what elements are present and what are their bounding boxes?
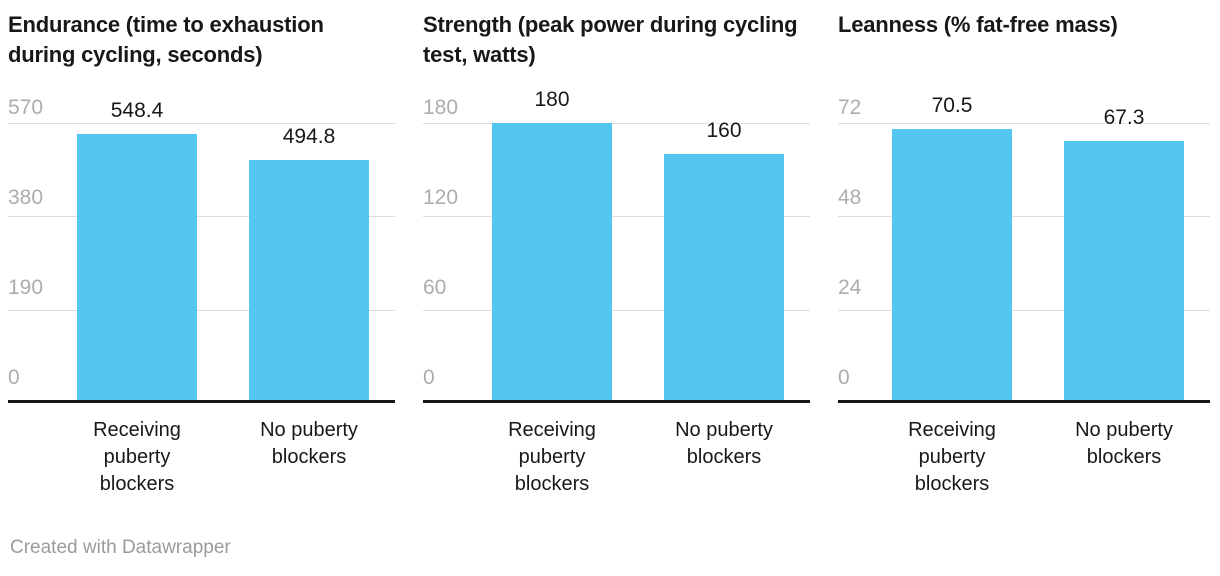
x-category: Receiving puberty blockers xyxy=(466,417,638,498)
y-tick-label: 120 xyxy=(423,186,459,209)
chart-plot-area: 180 120 60 0 180 160 xyxy=(423,88,810,403)
bar-value-label: 67.3 xyxy=(1103,106,1145,130)
x-category: Receiving puberty blockers xyxy=(866,417,1038,498)
x-category: Receiving puberty blockers xyxy=(51,417,223,498)
y-gridline xyxy=(423,310,810,311)
y-tick-label: 60 xyxy=(423,276,447,299)
bar-band: 160 xyxy=(638,119,810,400)
y-gridline xyxy=(423,123,810,124)
chart-plot-area: 570 380 190 0 548.4 494.8 xyxy=(8,97,395,403)
x-axis-labels: Receiving puberty blockers No puberty bl… xyxy=(838,417,1210,498)
y-tick-label: 380 xyxy=(8,186,44,209)
bar-band: 494.8 xyxy=(223,123,395,400)
y-tick-label: 0 xyxy=(8,366,20,389)
x-category-label: Receiving puberty blockers xyxy=(93,419,181,495)
bar-value-label: 494.8 xyxy=(282,124,336,148)
y-tick-label: 190 xyxy=(8,276,44,299)
chart-panel-endurance: Endurance (time to exhaustion during cyc… xyxy=(8,10,395,498)
y-gridline xyxy=(838,310,1210,311)
x-category-label: Receiving puberty blockers xyxy=(908,419,996,495)
y-tick-label: 570 xyxy=(8,96,44,119)
bar-value-label: 70.5 xyxy=(931,93,973,117)
bar-column xyxy=(892,128,1012,400)
y-gridline xyxy=(8,310,395,311)
bar-column xyxy=(249,159,369,400)
chart-grid: Endurance (time to exhaustion during cyc… xyxy=(8,10,1210,498)
bar-column xyxy=(1064,141,1184,400)
bars-container: 180 160 xyxy=(466,88,810,400)
bar-value-label: 180 xyxy=(534,88,570,111)
y-gridline xyxy=(423,216,810,217)
bar-value-label: 548.4 xyxy=(110,98,164,122)
y-tick-label: 48 xyxy=(838,186,862,209)
chart-panel-leanness: Leanness (% fat-free mass) 72 48 24 0 70… xyxy=(838,10,1210,498)
y-tick-label: 24 xyxy=(838,276,862,299)
x-category: No puberty blockers xyxy=(638,417,810,498)
bar-band: 70.5 xyxy=(866,94,1038,400)
y-gridline xyxy=(8,123,395,124)
x-axis-labels: Receiving puberty blockers No puberty bl… xyxy=(423,417,810,498)
bar-column xyxy=(492,123,612,400)
chart-panel-strength: Strength (peak power during cycling test… xyxy=(423,10,810,498)
x-category-label: No puberty blockers xyxy=(1075,419,1173,468)
y-gridline xyxy=(838,123,1210,124)
bars-container: 548.4 494.8 xyxy=(51,99,395,400)
x-category: No puberty blockers xyxy=(1038,417,1210,498)
x-category: No puberty blockers xyxy=(223,417,395,498)
y-tick-label: 0 xyxy=(423,366,435,389)
x-category-label: Receiving puberty blockers xyxy=(508,419,596,495)
bar-column xyxy=(77,133,197,400)
y-tick-label: 72 xyxy=(838,96,862,119)
y-tick-label: 0 xyxy=(838,366,850,389)
x-category-label: No puberty blockers xyxy=(260,419,358,468)
x-axis-labels: Receiving puberty blockers No puberty bl… xyxy=(8,417,395,498)
datawrapper-credit: Created with Datawrapper xyxy=(10,537,231,558)
chart-title: Leanness (% fat-free mass) xyxy=(838,12,1118,37)
bar-band: 180 xyxy=(466,88,638,400)
chart-title: Endurance (time to exhaustion during cyc… xyxy=(8,12,324,67)
bars-container: 70.5 67.3 xyxy=(866,94,1210,400)
y-tick-label: 180 xyxy=(423,96,459,119)
bar-band: 67.3 xyxy=(1038,106,1210,400)
y-gridline xyxy=(838,216,1210,217)
x-category-label: No puberty blockers xyxy=(675,419,773,468)
y-gridline xyxy=(8,216,395,217)
bar-value-label: 160 xyxy=(706,118,742,142)
chart-title: Strength (peak power during cycling test… xyxy=(423,12,798,67)
bar-column xyxy=(664,153,784,400)
chart-plot-area: 72 48 24 0 70.5 67.3 xyxy=(838,94,1210,403)
bar-band: 548.4 xyxy=(51,99,223,400)
